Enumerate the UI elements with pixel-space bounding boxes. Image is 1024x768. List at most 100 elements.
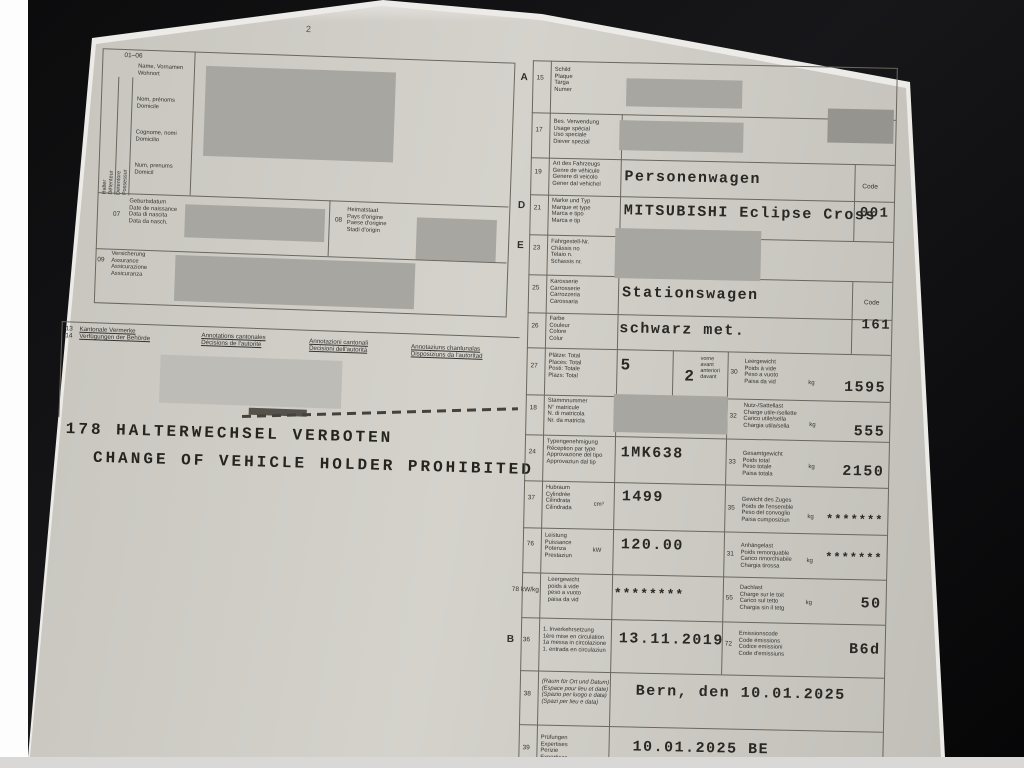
field-35-labels: Gewicht des Zuges Poids de l'ensemble Pe… (741, 496, 794, 524)
document-photo: 2 01–06 Halter Détenteur Detentore Posse… (28, 0, 1024, 757)
field-72-value-emission-code: B6d (848, 641, 881, 659)
grid-line (518, 724, 883, 733)
holder-name-label-fr: Nom, prénoms Domicile (136, 96, 176, 110)
field-07-labels: Geburtsdatum Date de naissance Data di n… (128, 198, 178, 226)
field-31-number: 31 (726, 550, 734, 558)
grid-line (524, 480, 889, 489)
field-07-number: 07 (112, 210, 121, 218)
redaction-special-use (619, 120, 744, 153)
field-76-number: 76 (526, 540, 535, 548)
field-38-value-place-date: Bern, den 10.01.2025 (635, 682, 846, 704)
section-letter-e: E (516, 240, 524, 252)
field-15-labels: Schild Plaque Targa Numer (554, 66, 573, 93)
field-36-number: 36 (522, 636, 531, 644)
field-30-number: 30 (730, 368, 738, 376)
field-25-number: 25 (532, 284, 540, 292)
field-26-number: 26 (531, 322, 539, 330)
field-30-labels: Leergewicht Poids à vide Peso a vuoto Pa… (744, 358, 779, 386)
section-letter-d: D (517, 200, 526, 212)
holder-section: 01–06 Halter Détenteur Detentore Possess… (86, 40, 517, 325)
field-35-value-train-weight: ******* (825, 512, 884, 528)
field-25-code-label: Code (863, 299, 880, 307)
field-39-value-inspection: 10.01.2025 BE (632, 738, 770, 757)
holder-name-label-rm: Num, prenums Domicil (134, 162, 173, 176)
annotation-entry-line2: CHANGE OF VEHICLE HOLDER PROHIBITED (92, 448, 535, 480)
field-30-value-empty-weight: 1595 (843, 378, 887, 397)
field-37-unit: cm³ (593, 501, 604, 508)
field-19-number: 19 (534, 168, 542, 176)
field-25-code-value: 161 (861, 317, 892, 334)
field-19-value-vehicle-kind: Personenwagen (624, 168, 762, 189)
field-72-labels: Emissionscode Code émissions Codice emis… (738, 630, 785, 658)
field-21-value-make-type: MITSUBISHI Eclipse Cross (623, 202, 876, 225)
holder-field-range: 01–06 (124, 52, 143, 60)
holder-name-label-de: Name, Vornamen Wohnort (137, 63, 184, 77)
section-letter-b: B (506, 633, 515, 646)
field-78-number: 78 kW/kg (511, 585, 539, 594)
field-08-number: 08 (334, 216, 343, 224)
grid-line (532, 60, 897, 69)
grid-line (520, 670, 885, 679)
field-24-number: 24 (528, 448, 537, 456)
field-76-labels: Leistung Puissance Potenza Prestaziun (544, 532, 572, 559)
field-18-labels: Stammnummer N° matricule N. di matricola… (547, 397, 588, 425)
field-21-labels: Marke und Typ Marque et type Marca e tip… (551, 197, 591, 224)
field-38-labels: (Raum für Ort und Datum) (Espace pour li… (541, 678, 610, 706)
field-76-value-power: 120.00 (620, 536, 684, 555)
field-19-labels: Art des Fahrzeugs Genre de véhicule Gene… (552, 160, 601, 188)
field-38-number: 38 (523, 690, 531, 698)
redaction-matriculation-number (613, 394, 728, 435)
field-33-number: 33 (728, 458, 736, 466)
field-55-number: 55 (725, 594, 734, 602)
field-37-number: 37 (527, 494, 536, 502)
field-23-number: 23 (532, 244, 541, 252)
field-37-labels: Hubraum Cylindrée Cilindrata Cilindrada (545, 484, 572, 511)
holder-name-label-it: Cognome, nomi Domicilio (135, 129, 177, 143)
redaction-insurance (173, 254, 416, 310)
annotations-header-rm: Annotaziuns chantunalas Disposiziuns da … (410, 343, 483, 360)
field-31-labels: Anhängelast Poids remorquable Carico rim… (740, 542, 792, 570)
field-24-labels: Typengenehmigung Réception par type Appr… (546, 438, 603, 466)
screenshot-bottom-strip (0, 757, 1024, 768)
field-26-value-color: schwarz met. (619, 320, 746, 340)
redaction-chassis-number (614, 228, 762, 282)
field-33-labels: Gesamtgewicht Poids total Peso totale Pa… (742, 450, 783, 478)
field-78-labels: Leergewicht poids à vide peso a vuoto pa… (547, 576, 582, 604)
field-31-value-towing-weight: ******* (824, 550, 883, 566)
field-39-number: 39 (522, 744, 530, 752)
grid-line (521, 617, 886, 626)
vehicle-section: A 15 Schild Plaque Targa Numer 17 Bes. V… (504, 56, 907, 757)
field-55-value-roof-load: 50 (860, 595, 882, 613)
field-25-labels: Karosserie Carrosserie Carrozzeria Caros… (549, 278, 581, 305)
field-32-labels: Nutz-/Sattellast Charge utile-/sellette … (743, 402, 797, 430)
field-18-number: 18 (529, 404, 537, 412)
page-number: 2 (305, 24, 312, 35)
field-24-value-type-approval: 1MK638 (620, 444, 684, 463)
field-32-number: 32 (729, 412, 737, 420)
field-39-labels: Prüfungen Expertises Perizie Expertisas (540, 734, 568, 757)
field-30-unit: kg (808, 380, 815, 387)
field-33-value-total-weight: 2150 (842, 462, 885, 481)
field-27-number: 27 (530, 362, 538, 370)
field-21-number: 21 (533, 204, 542, 212)
field-27-front-labels: vorne avant anteriori davant (700, 355, 720, 381)
field-36-labels: 1. Inverkehrsetzung 1ère mise en circula… (542, 626, 607, 654)
field-27-labels: Plätze: Total Places: Total Posti: Total… (548, 352, 582, 379)
field-27-seats-front: 2 (684, 367, 696, 386)
field-15-number: 15 (536, 74, 544, 82)
annotation-entry: 178 HALTERWECHSEL VERBOTEN CHANGE OF VEH… (64, 420, 546, 503)
annotations-field-numbers: 13 14 (65, 325, 73, 340)
field-21-code-value: 001 (859, 205, 890, 222)
field-78-value-kw-per-kg: ******** (613, 586, 685, 603)
redaction-birthdate (184, 204, 326, 243)
field-55-labels: Dachlast Charge sur le toit Carico sul t… (739, 584, 785, 612)
annotations-header-de: Kantonale Vermerke Verfügungen der Behör… (79, 325, 151, 343)
field-17-number: 17 (535, 126, 543, 134)
field-27-seats-total: 5 (620, 356, 632, 375)
annotations-header-it: Annotazioni cantonali Decisioni dell'aut… (308, 337, 369, 354)
field-37-value-displacement: 1499 (621, 488, 664, 507)
field-21-code-label: Code (862, 183, 878, 191)
grid-line (850, 281, 854, 355)
field-23-labels: Fahrgestell-Nr. Châssis no Telaio n. Sch… (550, 238, 590, 266)
field-26-labels: Farbe Couleur Colore Colur (549, 315, 570, 342)
